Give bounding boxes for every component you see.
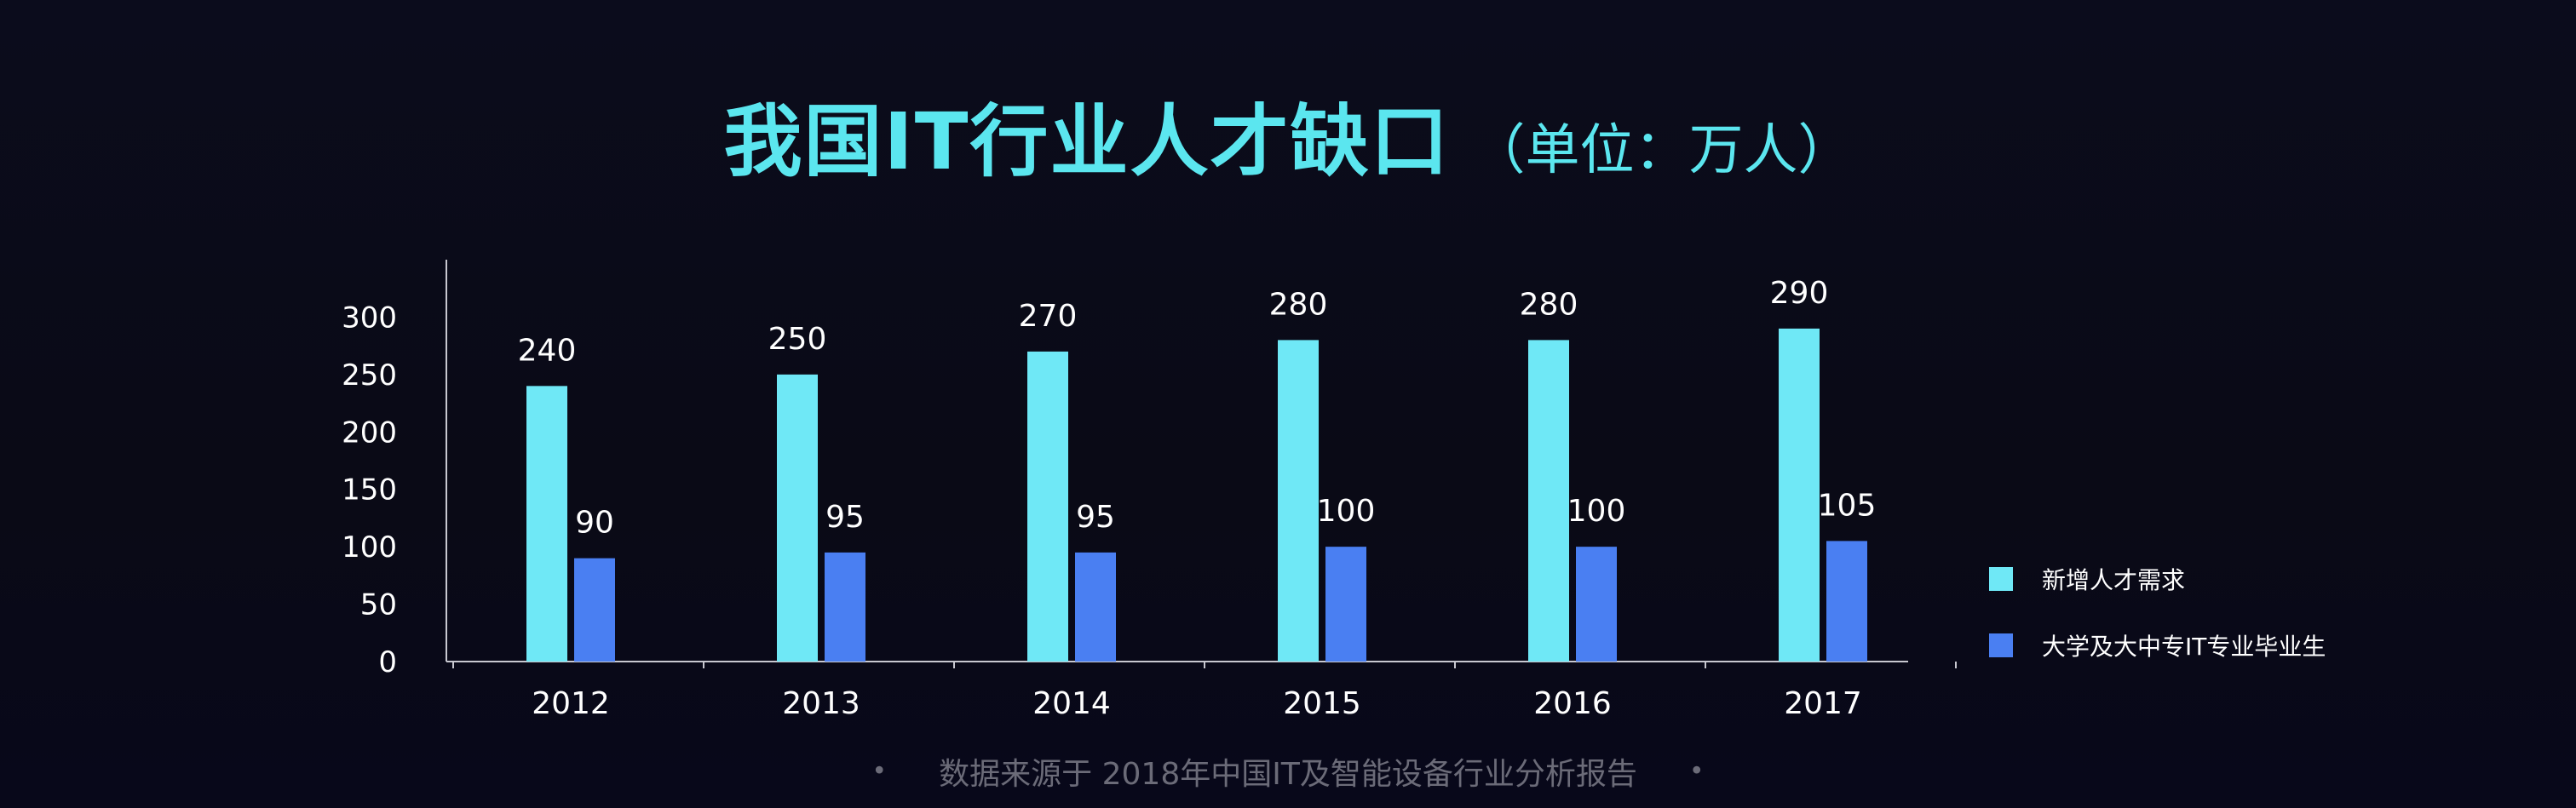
chart-subtitle: （单位：万人）	[1470, 119, 1853, 182]
data-label: 280	[1269, 287, 1328, 322]
y-tick-label: 0	[378, 645, 397, 679]
value-labels: 240 250 270 280 280 290 90 95 95 100 100 105	[518, 276, 1877, 541]
x-tick-label: 2012	[532, 686, 610, 721]
y-tick-label: 100	[342, 530, 397, 564]
x-tick-label: 2013	[782, 686, 860, 721]
bar-2014-series-1	[1075, 552, 1116, 662]
legend-label: 新增人才需求	[2042, 566, 2186, 594]
legend: 新增人才需求大学及大中专IT专业毕业生	[1989, 562, 2326, 695]
bars	[526, 328, 1867, 662]
source-footer: • 数据来源于 2018年中国IT及智能设备行业分析报告 •	[0, 749, 2576, 794]
bar-2015-series-0	[1278, 340, 1319, 662]
y-tick-label: 200	[342, 415, 397, 450]
bar-2016-series-0	[1528, 340, 1569, 662]
x-tick-label: 2014	[1032, 686, 1111, 721]
axes	[446, 260, 1957, 668]
y-tick-label: 50	[360, 588, 397, 622]
source-text: 数据来源于 2018年中国IT及智能设备行业分析报告	[939, 757, 1637, 792]
x-tick-label: 2016	[1533, 686, 1612, 721]
legend-item: 大学及大中专IT专业毕业生	[1989, 628, 2326, 662]
bar-2012-series-0	[526, 386, 567, 662]
data-label: 95	[1076, 500, 1115, 535]
legend-swatch	[1989, 633, 2013, 657]
data-label: 270	[1019, 299, 1078, 334]
data-label: 100	[1567, 494, 1626, 529]
y-tick-label: 300	[342, 301, 397, 335]
data-label: 90	[575, 506, 614, 541]
data-label: 250	[768, 322, 827, 357]
data-label: 240	[518, 333, 577, 368]
footer-bullet-left: •	[871, 756, 888, 787]
legend-item: 新增人才需求	[1989, 562, 2326, 596]
data-label: 280	[1520, 287, 1578, 322]
bar-2013-series-1	[825, 552, 865, 662]
y-tick-label: 250	[342, 358, 397, 393]
x-tick-label: 2017	[1784, 686, 1862, 721]
bar-2012-series-1	[574, 558, 615, 662]
data-label: 105	[1818, 488, 1877, 523]
bar-2017-series-1	[1826, 541, 1867, 662]
category-labels: 2012 2013 2014 2015 2016 2017	[532, 686, 1862, 721]
footer-bullet-right: •	[1688, 756, 1705, 787]
data-label: 290	[1770, 276, 1829, 311]
bar-chart: 0 50 100 150 200 250 300 240 250 270 280 280 290 90 9…	[342, 260, 1957, 721]
bar-2016-series-1	[1576, 547, 1617, 662]
data-label: 100	[1317, 494, 1376, 529]
bar-2014-series-0	[1027, 351, 1068, 662]
title-row: 我国IT行业人才缺口 （单位：万人）	[0, 78, 2576, 198]
data-label: 95	[825, 500, 865, 535]
bar-2017-series-0	[1779, 328, 1820, 662]
y-axis-ticks: 0 50 100 150 200 250 300	[342, 301, 397, 679]
legend-swatch	[1989, 567, 2013, 591]
chart-title: 我国IT行业人才缺口	[723, 96, 1451, 187]
x-tick-label: 2015	[1283, 686, 1361, 721]
legend-label: 大学及大中专IT专业毕业生	[2042, 633, 2326, 661]
y-tick-label: 150	[342, 473, 397, 507]
bar-2015-series-1	[1325, 547, 1366, 662]
bar-2013-series-0	[777, 374, 818, 662]
